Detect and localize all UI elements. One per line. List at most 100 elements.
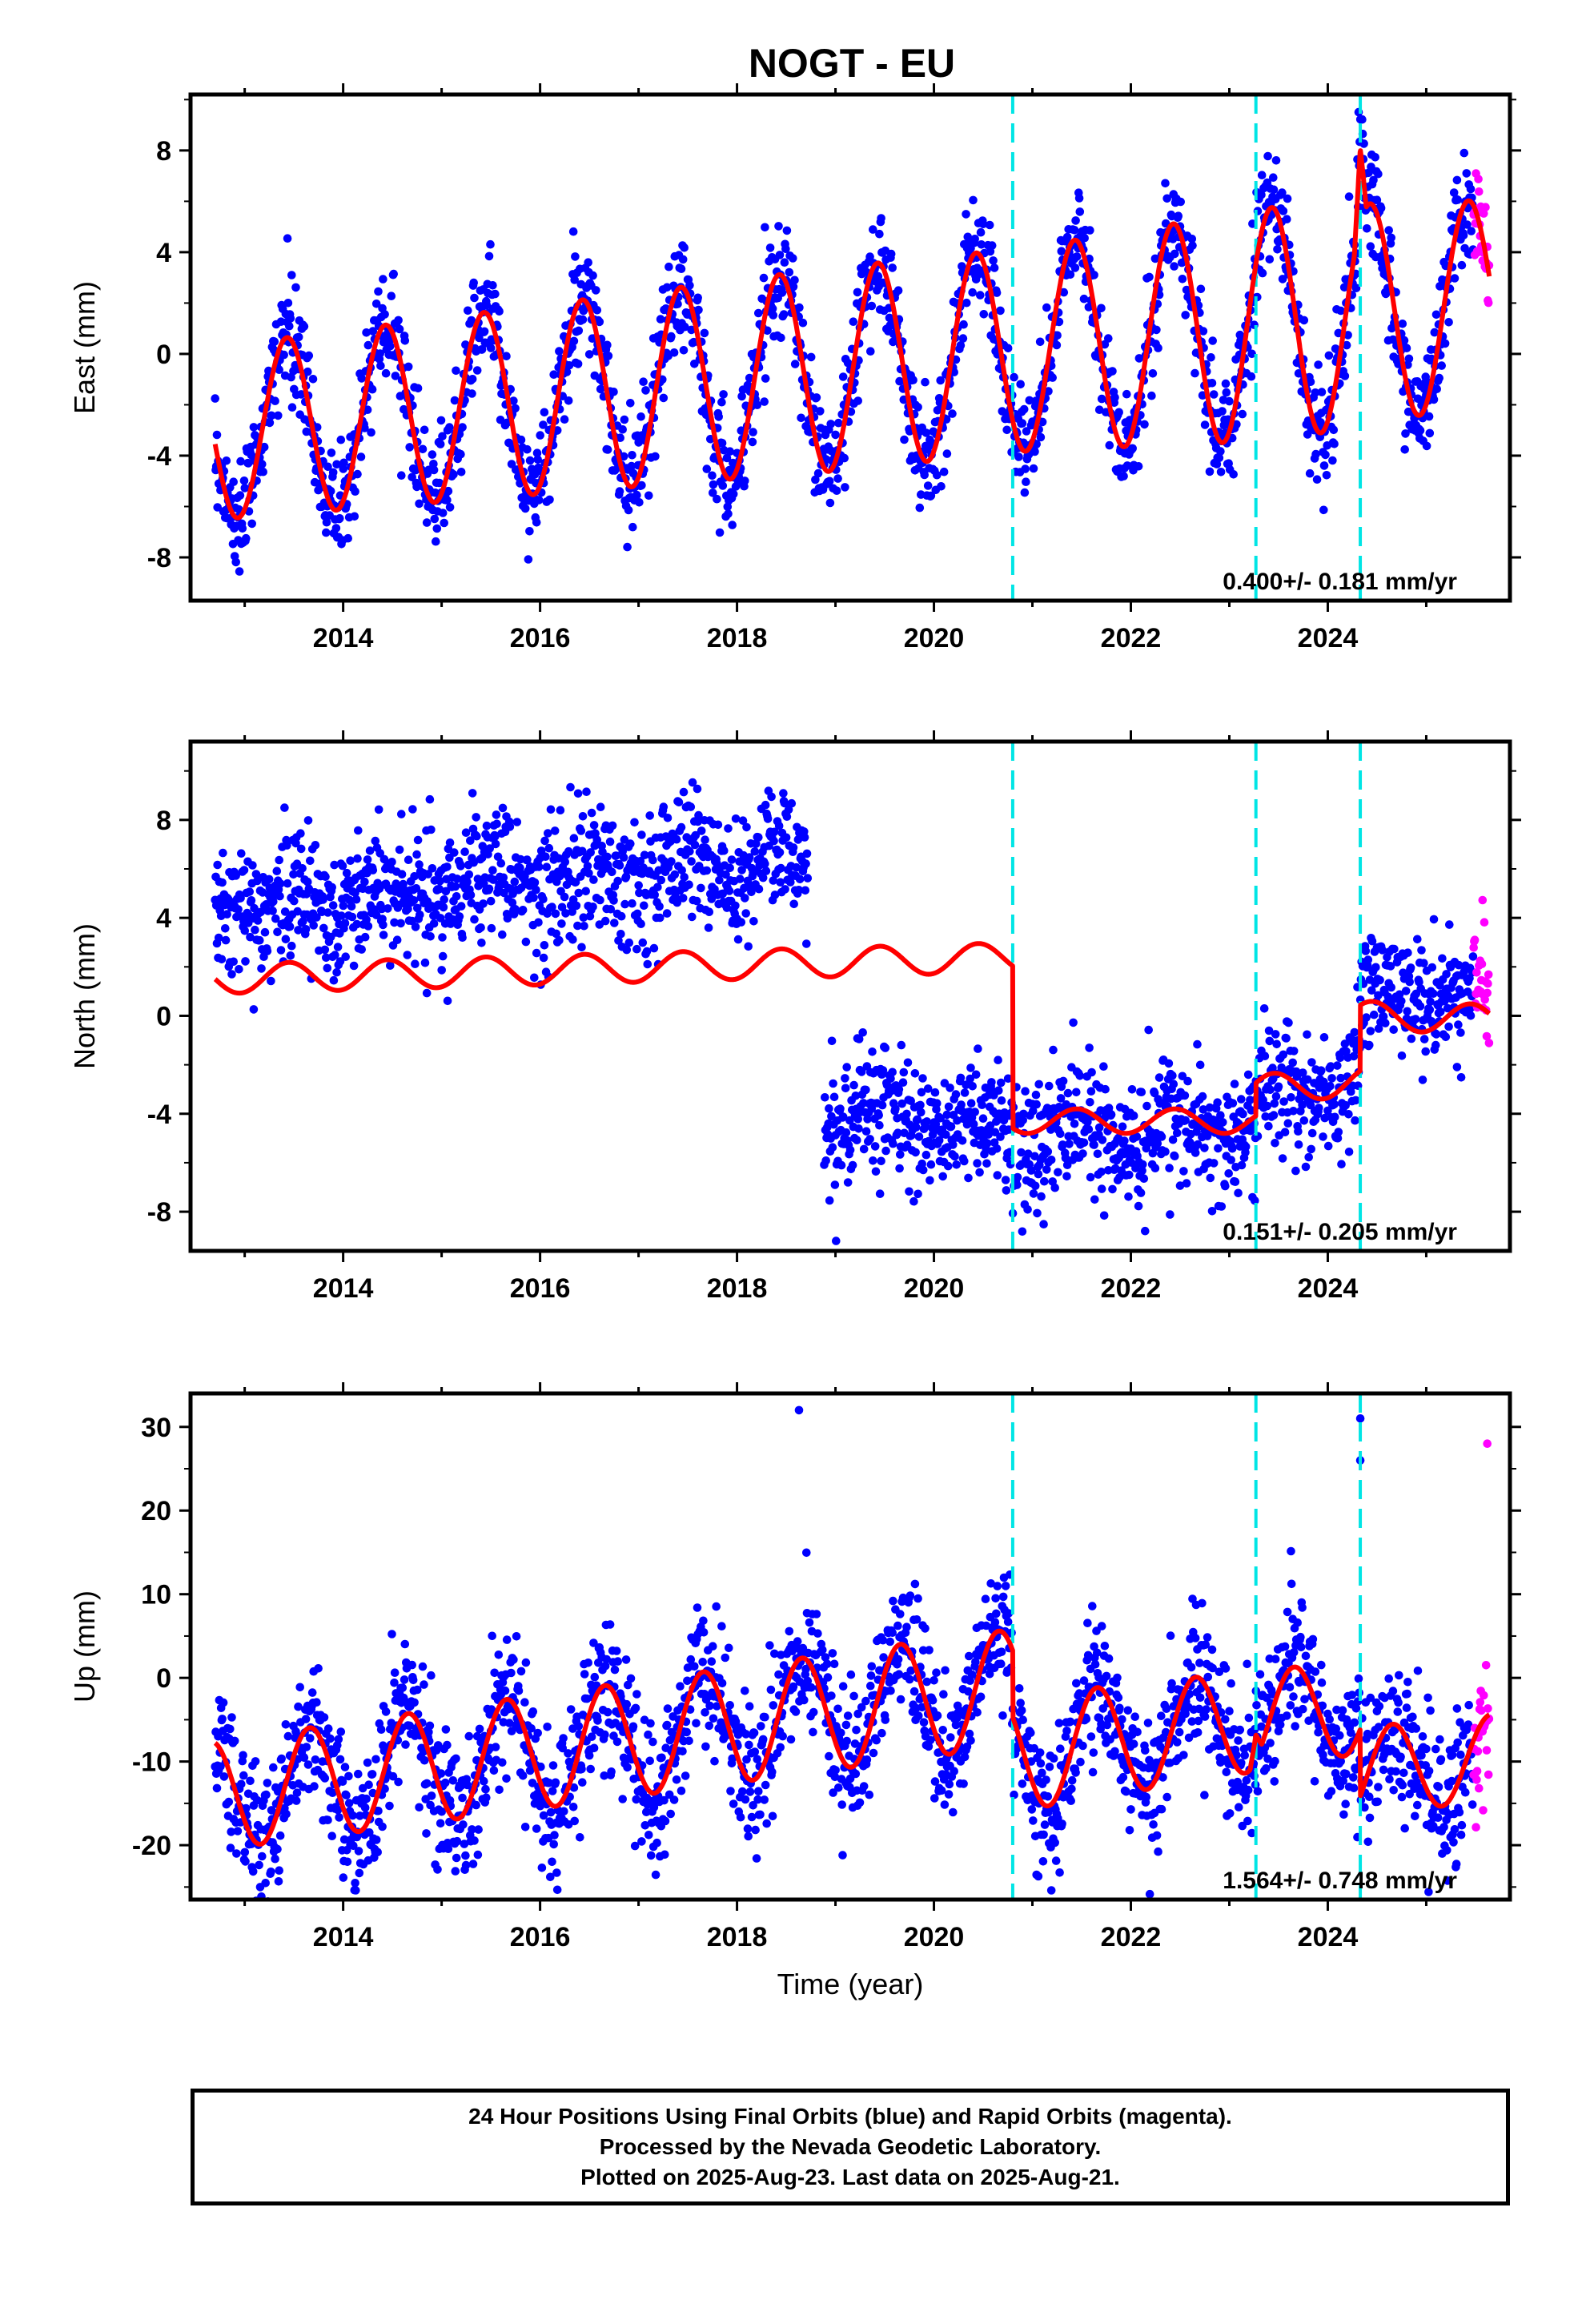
data-point — [287, 403, 297, 412]
data-point — [275, 879, 285, 888]
data-point — [1084, 303, 1094, 312]
data-point — [319, 1713, 329, 1722]
data-point — [1030, 1181, 1040, 1191]
data-point — [628, 522, 637, 532]
data-point — [1328, 456, 1337, 465]
data-point — [960, 1088, 970, 1097]
data-point — [427, 1791, 436, 1800]
data-point — [322, 528, 331, 537]
data-point — [283, 1731, 293, 1741]
data-point — [782, 226, 792, 235]
data-point — [713, 494, 721, 504]
data-point — [781, 244, 790, 254]
data-point — [859, 1144, 869, 1154]
data-point — [1148, 369, 1158, 378]
data-point — [1216, 447, 1225, 456]
data-point — [489, 1766, 499, 1775]
data-point — [754, 308, 763, 318]
data-point — [630, 818, 639, 827]
data-point — [1467, 227, 1476, 235]
data-point — [520, 1698, 529, 1707]
data-point — [693, 896, 701, 906]
data-point — [299, 917, 307, 926]
data-point — [491, 839, 500, 849]
data-point — [946, 1084, 954, 1092]
data-point — [249, 423, 259, 432]
data-point — [241, 957, 250, 966]
data-point — [978, 1114, 988, 1123]
data-point — [536, 431, 544, 440]
data-point — [875, 229, 884, 239]
data-point — [1343, 331, 1352, 340]
data-point — [235, 965, 243, 974]
data-point — [1266, 1085, 1275, 1095]
data-point — [387, 292, 396, 301]
data-point — [1080, 233, 1089, 243]
data-point — [1319, 1033, 1329, 1042]
data-point — [1398, 320, 1407, 328]
data-point — [636, 919, 645, 928]
data-point — [1066, 270, 1075, 279]
data-point — [821, 1156, 830, 1165]
data-point — [1122, 461, 1132, 470]
data-point — [1144, 1025, 1153, 1035]
data-point — [787, 798, 797, 808]
data-point — [867, 301, 877, 311]
data-point — [572, 901, 581, 911]
data-point — [444, 486, 453, 496]
data-point — [240, 926, 250, 935]
data-point — [221, 935, 231, 945]
data-point — [452, 366, 460, 376]
data-point — [1397, 996, 1406, 1006]
data-point — [445, 423, 454, 432]
data-point — [603, 340, 612, 350]
data-point — [1307, 1058, 1316, 1067]
data-point — [286, 314, 295, 323]
data-point — [339, 464, 348, 473]
data-point — [353, 469, 362, 479]
data-point — [229, 957, 239, 967]
data-point — [583, 862, 592, 870]
data-point — [396, 919, 405, 928]
data-point — [608, 867, 616, 877]
data-point — [816, 407, 825, 416]
rapid-data-point — [1483, 988, 1492, 998]
data-point — [264, 875, 274, 884]
data-point — [670, 870, 680, 879]
data-point — [1198, 1092, 1207, 1101]
data-point — [428, 450, 437, 459]
data-point — [470, 293, 479, 303]
y-tick-label: 0 — [156, 1001, 171, 1031]
data-point — [322, 517, 331, 527]
data-point — [525, 527, 534, 536]
data-point — [789, 282, 798, 292]
data-point — [958, 262, 966, 271]
data-point — [308, 375, 318, 384]
data-point — [596, 802, 605, 811]
data-point — [677, 264, 686, 274]
data-point — [1084, 1124, 1094, 1134]
data-point — [404, 362, 413, 372]
data-point — [1059, 287, 1069, 297]
data-point — [408, 1660, 416, 1670]
data-point — [685, 880, 693, 889]
data-point — [436, 416, 446, 425]
data-point — [1170, 1152, 1179, 1160]
y-tick-label: -8 — [147, 1197, 171, 1228]
data-point — [1376, 203, 1386, 213]
data-point — [1264, 1121, 1273, 1131]
data-point — [1134, 462, 1143, 471]
data-point — [806, 352, 816, 362]
data-point — [761, 859, 769, 868]
data-point — [605, 837, 615, 846]
data-point — [301, 1715, 311, 1723]
data-point — [263, 1779, 272, 1787]
data-point — [342, 868, 351, 878]
data-point — [440, 1778, 450, 1787]
data-point — [267, 1868, 275, 1876]
data-point — [1344, 1110, 1353, 1119]
data-point — [632, 944, 641, 954]
data-point — [992, 1144, 1002, 1153]
data-point — [314, 1664, 323, 1673]
